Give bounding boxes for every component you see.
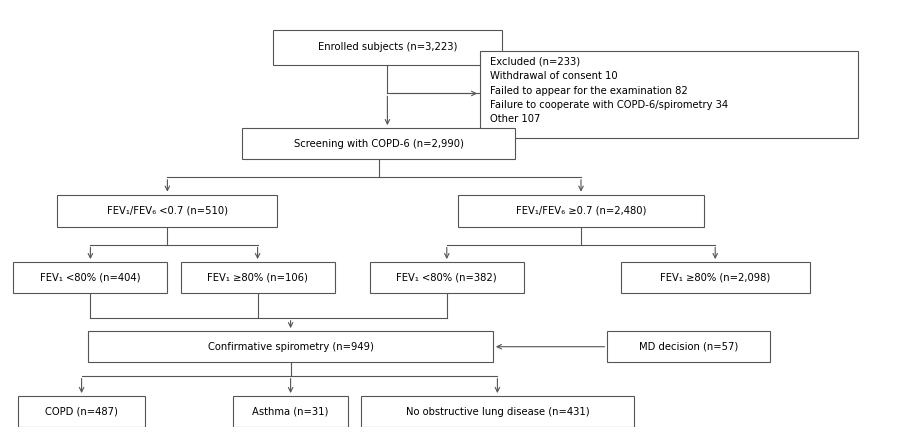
FancyBboxPatch shape (480, 51, 858, 139)
Text: Screening with COPD-6 (n=2,990): Screening with COPD-6 (n=2,990) (294, 139, 463, 149)
FancyBboxPatch shape (370, 262, 524, 293)
Text: Enrolled subjects (n=3,223): Enrolled subjects (n=3,223) (318, 42, 457, 52)
FancyBboxPatch shape (621, 262, 810, 293)
Text: MD decision (n=57): MD decision (n=57) (639, 342, 738, 352)
FancyBboxPatch shape (273, 30, 502, 65)
Text: FEV₁/FEV₆ ≥0.7 (n=2,480): FEV₁/FEV₆ ≥0.7 (n=2,480) (515, 206, 647, 216)
FancyBboxPatch shape (607, 331, 770, 362)
FancyBboxPatch shape (242, 128, 515, 160)
FancyBboxPatch shape (233, 396, 348, 427)
FancyBboxPatch shape (361, 396, 634, 427)
Text: Confirmative spirometry (n=949): Confirmative spirometry (n=949) (207, 342, 374, 352)
Text: COPD (n=487): COPD (n=487) (45, 407, 118, 416)
Text: FEV₁ <80% (n=404): FEV₁ <80% (n=404) (40, 272, 141, 283)
Text: FEV₁/FEV₆ <0.7 (n=510): FEV₁/FEV₆ <0.7 (n=510) (107, 206, 228, 216)
Text: FEV₁ ≥80% (n=106): FEV₁ ≥80% (n=106) (207, 272, 308, 283)
Text: No obstructive lung disease (n=431): No obstructive lung disease (n=431) (406, 407, 589, 416)
FancyBboxPatch shape (458, 194, 704, 227)
Text: FEV₁ ≥80% (n=2,098): FEV₁ ≥80% (n=2,098) (660, 272, 770, 283)
FancyBboxPatch shape (13, 262, 167, 293)
FancyBboxPatch shape (57, 194, 277, 227)
Text: Asthma (n=31): Asthma (n=31) (252, 407, 329, 416)
Text: FEV₁ <80% (n=382): FEV₁ <80% (n=382) (397, 272, 497, 283)
FancyBboxPatch shape (88, 331, 493, 362)
FancyBboxPatch shape (180, 262, 335, 293)
Text: Excluded (n=233)
Withdrawal of consent 10
Failed to appear for the examination 8: Excluded (n=233) Withdrawal of consent 1… (490, 57, 728, 124)
FancyBboxPatch shape (18, 396, 145, 427)
